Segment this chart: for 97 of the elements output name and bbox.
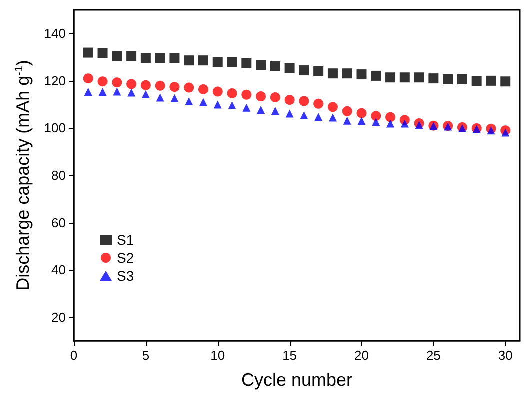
point bbox=[170, 82, 180, 92]
x-tick-label: 25 bbox=[426, 348, 441, 363]
point bbox=[500, 76, 511, 87]
point bbox=[372, 118, 380, 126]
point bbox=[198, 84, 208, 94]
point bbox=[156, 94, 164, 102]
point bbox=[284, 63, 295, 74]
point bbox=[270, 92, 280, 102]
point bbox=[112, 51, 122, 62]
point bbox=[271, 106, 280, 115]
x-tick-label: 0 bbox=[70, 348, 78, 363]
point bbox=[356, 108, 367, 118]
point bbox=[227, 57, 238, 68]
x-tick-label: 15 bbox=[282, 348, 298, 363]
point bbox=[428, 74, 439, 84]
point bbox=[185, 98, 194, 106]
point bbox=[286, 110, 294, 118]
point bbox=[415, 121, 424, 130]
point bbox=[242, 90, 252, 100]
point bbox=[314, 66, 324, 76]
legend-label: S1 bbox=[117, 232, 134, 248]
point bbox=[126, 51, 137, 62]
point bbox=[198, 56, 208, 66]
point bbox=[170, 53, 180, 64]
point bbox=[199, 98, 208, 106]
point bbox=[487, 126, 496, 135]
point bbox=[184, 56, 194, 66]
y-tick-label: 40 bbox=[52, 262, 66, 278]
point bbox=[256, 60, 266, 70]
point bbox=[358, 117, 366, 126]
point bbox=[342, 68, 352, 79]
point bbox=[328, 114, 337, 122]
point bbox=[328, 68, 338, 79]
point bbox=[257, 106, 266, 114]
point bbox=[84, 88, 92, 96]
y-tick-label: 20 bbox=[52, 310, 66, 325]
point bbox=[502, 128, 510, 137]
point bbox=[443, 74, 454, 85]
y-tick-label: 100 bbox=[44, 120, 66, 136]
point bbox=[256, 92, 266, 102]
point bbox=[314, 113, 323, 122]
y-tick-label: 140 bbox=[44, 26, 66, 42]
legend-label: S3 bbox=[117, 268, 134, 284]
point bbox=[328, 102, 338, 112]
point bbox=[356, 70, 367, 80]
point bbox=[228, 102, 236, 110]
x-tick-label: 30 bbox=[498, 348, 513, 363]
point bbox=[242, 58, 252, 68]
point bbox=[140, 53, 151, 64]
point bbox=[457, 74, 468, 85]
point bbox=[414, 72, 424, 83]
point bbox=[212, 57, 223, 68]
point bbox=[112, 78, 122, 88]
point bbox=[128, 88, 136, 97]
point bbox=[83, 74, 94, 84]
point bbox=[300, 111, 308, 120]
point bbox=[400, 72, 410, 83]
point bbox=[270, 62, 280, 72]
point bbox=[284, 95, 295, 106]
point bbox=[98, 76, 108, 87]
point bbox=[142, 90, 150, 98]
point bbox=[214, 100, 222, 109]
point bbox=[486, 76, 496, 86]
point bbox=[386, 112, 396, 122]
point bbox=[155, 53, 166, 64]
point bbox=[299, 66, 310, 76]
point bbox=[343, 116, 352, 125]
point bbox=[314, 98, 324, 109]
point bbox=[386, 72, 396, 83]
point bbox=[227, 88, 238, 98]
y-tick-label: 120 bbox=[44, 73, 66, 88]
y-axis-title: Discharge capacity (mAh g-1) bbox=[13, 60, 33, 291]
x-tick-label: 20 bbox=[354, 348, 369, 363]
point bbox=[98, 88, 107, 96]
point bbox=[371, 70, 382, 81]
point bbox=[371, 111, 382, 122]
point bbox=[113, 88, 122, 96]
point bbox=[386, 120, 395, 128]
point bbox=[342, 106, 352, 116]
x-axis-title: Cycle number bbox=[241, 370, 353, 390]
x-tick-label: 10 bbox=[210, 348, 226, 363]
point bbox=[400, 120, 409, 128]
point bbox=[98, 48, 108, 58]
point bbox=[299, 96, 310, 106]
point bbox=[126, 79, 137, 90]
point bbox=[170, 94, 179, 102]
point bbox=[184, 82, 194, 93]
point bbox=[155, 80, 166, 91]
point bbox=[212, 86, 223, 97]
x-tick-label: 5 bbox=[142, 348, 150, 363]
y-tick-label: 60 bbox=[52, 215, 66, 230]
point bbox=[140, 80, 151, 90]
point bbox=[83, 48, 94, 58]
legend-label: S2 bbox=[117, 250, 134, 266]
point bbox=[472, 76, 482, 86]
point bbox=[242, 104, 251, 112]
y-tick-label: 80 bbox=[52, 168, 66, 183]
